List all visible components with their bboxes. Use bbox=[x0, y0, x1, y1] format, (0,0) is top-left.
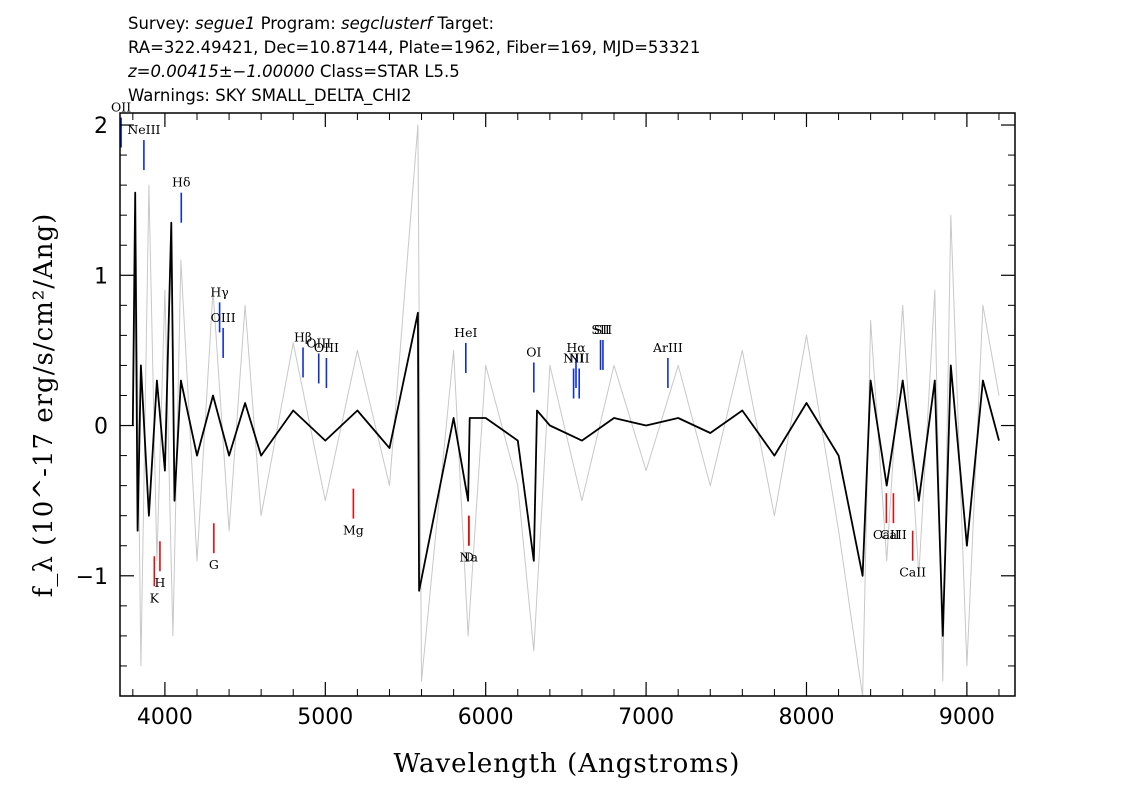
emission-line-label: Hα bbox=[566, 340, 586, 355]
emission-line-label: HeI bbox=[454, 325, 477, 340]
warnings-line: Warnings: SKY SMALL_DELTA_CHI2 bbox=[128, 86, 412, 105]
absorption-line-label: G bbox=[209, 557, 219, 572]
header-line-2: RA=322.49421, Dec=10.87144, Plate=1962, … bbox=[128, 38, 701, 57]
spectrum-header: Survey: segue1 Program: segclusterf Targ… bbox=[128, 12, 700, 108]
y-tick-label: 1 bbox=[94, 264, 108, 289]
emission-line-label: OIII bbox=[211, 310, 236, 325]
spectrum-series-0 bbox=[132, 124, 1000, 696]
absorption-line-label: K bbox=[150, 590, 160, 605]
x-tick-label: 9000 bbox=[939, 705, 995, 730]
emission-line-label: SII bbox=[591, 322, 610, 337]
emission-line-label: OI bbox=[526, 344, 541, 359]
emission-line-label: Hβ bbox=[294, 329, 312, 344]
absorption-line-label: D bbox=[464, 550, 474, 565]
header-line-3: z=0.00415±−1.00000 Class=STAR L5.5 bbox=[128, 60, 700, 84]
y-axis-title: f_λ (10^-17 erg/s/cm²/Ang) bbox=[29, 213, 59, 598]
absorption-line-label: CaII bbox=[873, 527, 900, 542]
emission-line-label: OIII bbox=[306, 335, 331, 350]
survey-label: Survey: bbox=[128, 14, 190, 33]
header-line-1: Survey: segue1 Program: segclusterf Targ… bbox=[128, 12, 700, 36]
absorption-line-label: CaII bbox=[880, 527, 907, 542]
series-layer bbox=[131, 124, 1000, 696]
emission-line-label: NII bbox=[563, 350, 584, 365]
absorption-line-label: Mg bbox=[343, 523, 364, 538]
y-tick-label: 2 bbox=[94, 114, 108, 139]
axis-ticks: 4000 5000 6000 7000 8000 9000 −1 0 1 2 bbox=[76, 113, 1015, 730]
y-tick-label: −1 bbox=[76, 565, 108, 590]
redshift-value: z=0.00415±−1.00000 bbox=[128, 62, 315, 81]
target-label: Target: bbox=[437, 14, 495, 33]
emission-line-label: Hγ bbox=[210, 284, 228, 299]
x-tick-label: 6000 bbox=[458, 705, 514, 730]
program-value: segclusterf bbox=[341, 14, 433, 33]
y-tick-label: 0 bbox=[94, 415, 108, 440]
spectrum-series-1 bbox=[131, 191, 1000, 637]
x-axis-title: Wavelength (Angstroms) bbox=[394, 749, 741, 779]
absorption-line-label: CaII bbox=[899, 565, 926, 580]
x-tick-label: 5000 bbox=[297, 705, 353, 730]
class-value: Class=STAR L5.5 bbox=[319, 62, 460, 81]
absorption-line-label: H bbox=[154, 575, 165, 590]
program-label: Program: bbox=[260, 14, 336, 33]
emission-line-label: OIII bbox=[314, 340, 339, 355]
emission-line-label: SII bbox=[594, 322, 613, 337]
absorption-line-label: Na bbox=[460, 550, 479, 565]
survey-value: segue1 bbox=[195, 14, 256, 33]
emission-line-label: Hδ bbox=[172, 175, 190, 190]
plot-frame bbox=[119, 112, 1016, 697]
emission-line-label: NeIII bbox=[127, 122, 160, 137]
emission-line-label: NII bbox=[569, 350, 590, 365]
emission-line-label: OII bbox=[111, 100, 131, 115]
x-tick-label: 4000 bbox=[137, 705, 193, 730]
emission-line-label: ArIII bbox=[652, 340, 683, 355]
x-tick-label: 7000 bbox=[618, 705, 674, 730]
x-tick-label: 8000 bbox=[778, 705, 834, 730]
